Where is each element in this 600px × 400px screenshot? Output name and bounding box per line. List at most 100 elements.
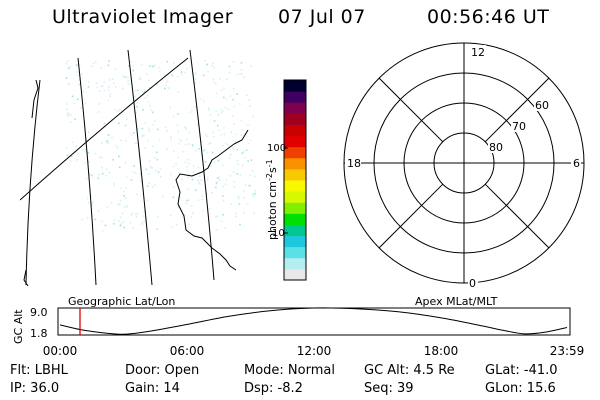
emission-speckle xyxy=(73,102,75,105)
emission-speckle xyxy=(234,212,237,215)
emission-speckle xyxy=(186,138,188,141)
emission-speckle xyxy=(253,193,255,195)
emission-speckle xyxy=(231,115,234,117)
emission-speckle xyxy=(248,184,251,187)
emission-speckle xyxy=(184,71,186,74)
coastline xyxy=(23,79,39,287)
colorbar-band xyxy=(284,257,306,270)
emission-speckle xyxy=(241,129,244,131)
emission-speckle xyxy=(109,93,112,96)
emission-speckle xyxy=(151,186,154,188)
emission-speckle xyxy=(172,165,175,168)
emission-speckle xyxy=(87,201,90,204)
emission-speckle xyxy=(215,82,217,85)
emission-speckle xyxy=(98,103,100,105)
emission-speckle xyxy=(95,61,97,63)
emission-speckle xyxy=(82,90,85,93)
emission-speckle xyxy=(207,70,209,73)
emission-speckle xyxy=(120,187,122,189)
emission-speckle xyxy=(130,61,133,63)
emission-speckle xyxy=(101,166,103,169)
emission-speckle xyxy=(118,155,120,158)
emission-speckle xyxy=(87,86,90,88)
emission-speckle xyxy=(198,182,200,184)
emission-speckle xyxy=(197,179,200,182)
emission-speckle xyxy=(147,101,150,103)
emission-speckle xyxy=(107,142,110,144)
emission-speckle xyxy=(91,202,93,205)
emission-speckle xyxy=(157,215,159,218)
emission-speckle xyxy=(172,196,175,199)
emission-speckle xyxy=(211,65,213,67)
emission-speckle xyxy=(236,93,238,95)
emission-speckle xyxy=(241,152,243,154)
emission-speckle xyxy=(71,155,73,158)
emission-speckle xyxy=(202,172,205,174)
emission-speckle xyxy=(125,205,128,207)
emission-speckle xyxy=(136,89,139,91)
emission-speckle xyxy=(131,212,133,215)
emission-speckle xyxy=(81,73,83,75)
emission-speckle xyxy=(136,193,138,196)
emission-speckle xyxy=(184,126,187,128)
emission-speckle xyxy=(153,65,155,68)
emission-speckle xyxy=(108,60,110,62)
emission-speckle xyxy=(144,97,146,99)
emission-speckle xyxy=(228,71,231,74)
emission-speckle xyxy=(253,195,255,197)
emission-speckle xyxy=(184,161,187,163)
emission-speckle xyxy=(237,197,240,200)
colorbar-band xyxy=(284,124,306,137)
emission-speckle xyxy=(159,168,162,170)
emission-speckle xyxy=(244,184,247,186)
emission-speckle xyxy=(92,201,94,203)
emission-speckle xyxy=(183,214,186,216)
emission-speckle xyxy=(86,217,89,219)
emission-speckle xyxy=(250,65,252,68)
emission-speckle xyxy=(254,175,256,178)
emission-speckle xyxy=(67,60,69,62)
emission-speckle xyxy=(250,159,253,161)
emission-speckle xyxy=(95,82,98,84)
emission-speckle xyxy=(240,73,243,75)
emission-speckle xyxy=(222,199,225,202)
emission-speckle xyxy=(215,229,218,231)
emission-speckle xyxy=(107,64,110,67)
emission-speckle xyxy=(101,156,103,159)
emission-speckle xyxy=(216,181,218,183)
emission-speckle xyxy=(197,166,200,169)
emission-speckle xyxy=(177,156,179,159)
emission-speckle xyxy=(134,213,137,216)
emission-speckle xyxy=(237,195,240,198)
emission-speckle xyxy=(215,92,218,95)
emission-speckle xyxy=(152,145,154,147)
emission-speckle xyxy=(241,164,244,167)
emission-speckle xyxy=(173,150,175,153)
emission-speckle xyxy=(139,173,141,176)
emission-speckle xyxy=(189,111,192,114)
emission-speckle xyxy=(217,113,219,116)
emission-speckle xyxy=(94,218,97,221)
emission-speckle xyxy=(215,182,218,185)
emission-speckle xyxy=(198,148,200,150)
emission-speckle xyxy=(127,83,130,85)
emission-speckle xyxy=(222,144,224,147)
emission-speckle xyxy=(94,152,97,155)
emission-speckle xyxy=(136,106,138,108)
emission-speckle xyxy=(194,78,197,80)
mlt-line-diagonal xyxy=(484,77,550,143)
emission-speckle xyxy=(247,124,249,126)
info-door: Door: Open xyxy=(125,363,200,378)
emission-speckle xyxy=(194,189,197,191)
emission-speckle xyxy=(156,84,158,86)
emission-speckle xyxy=(96,86,99,89)
emission-speckle xyxy=(81,149,84,151)
mlt-line-diagonal xyxy=(378,183,444,249)
emission-speckle xyxy=(119,224,122,227)
emission-speckle xyxy=(101,172,104,175)
emission-speckle xyxy=(176,124,179,126)
emission-speckle xyxy=(211,151,214,154)
emission-speckle xyxy=(186,67,188,70)
emission-speckle xyxy=(144,147,147,149)
info-gain: Gain: 14 xyxy=(125,381,180,396)
